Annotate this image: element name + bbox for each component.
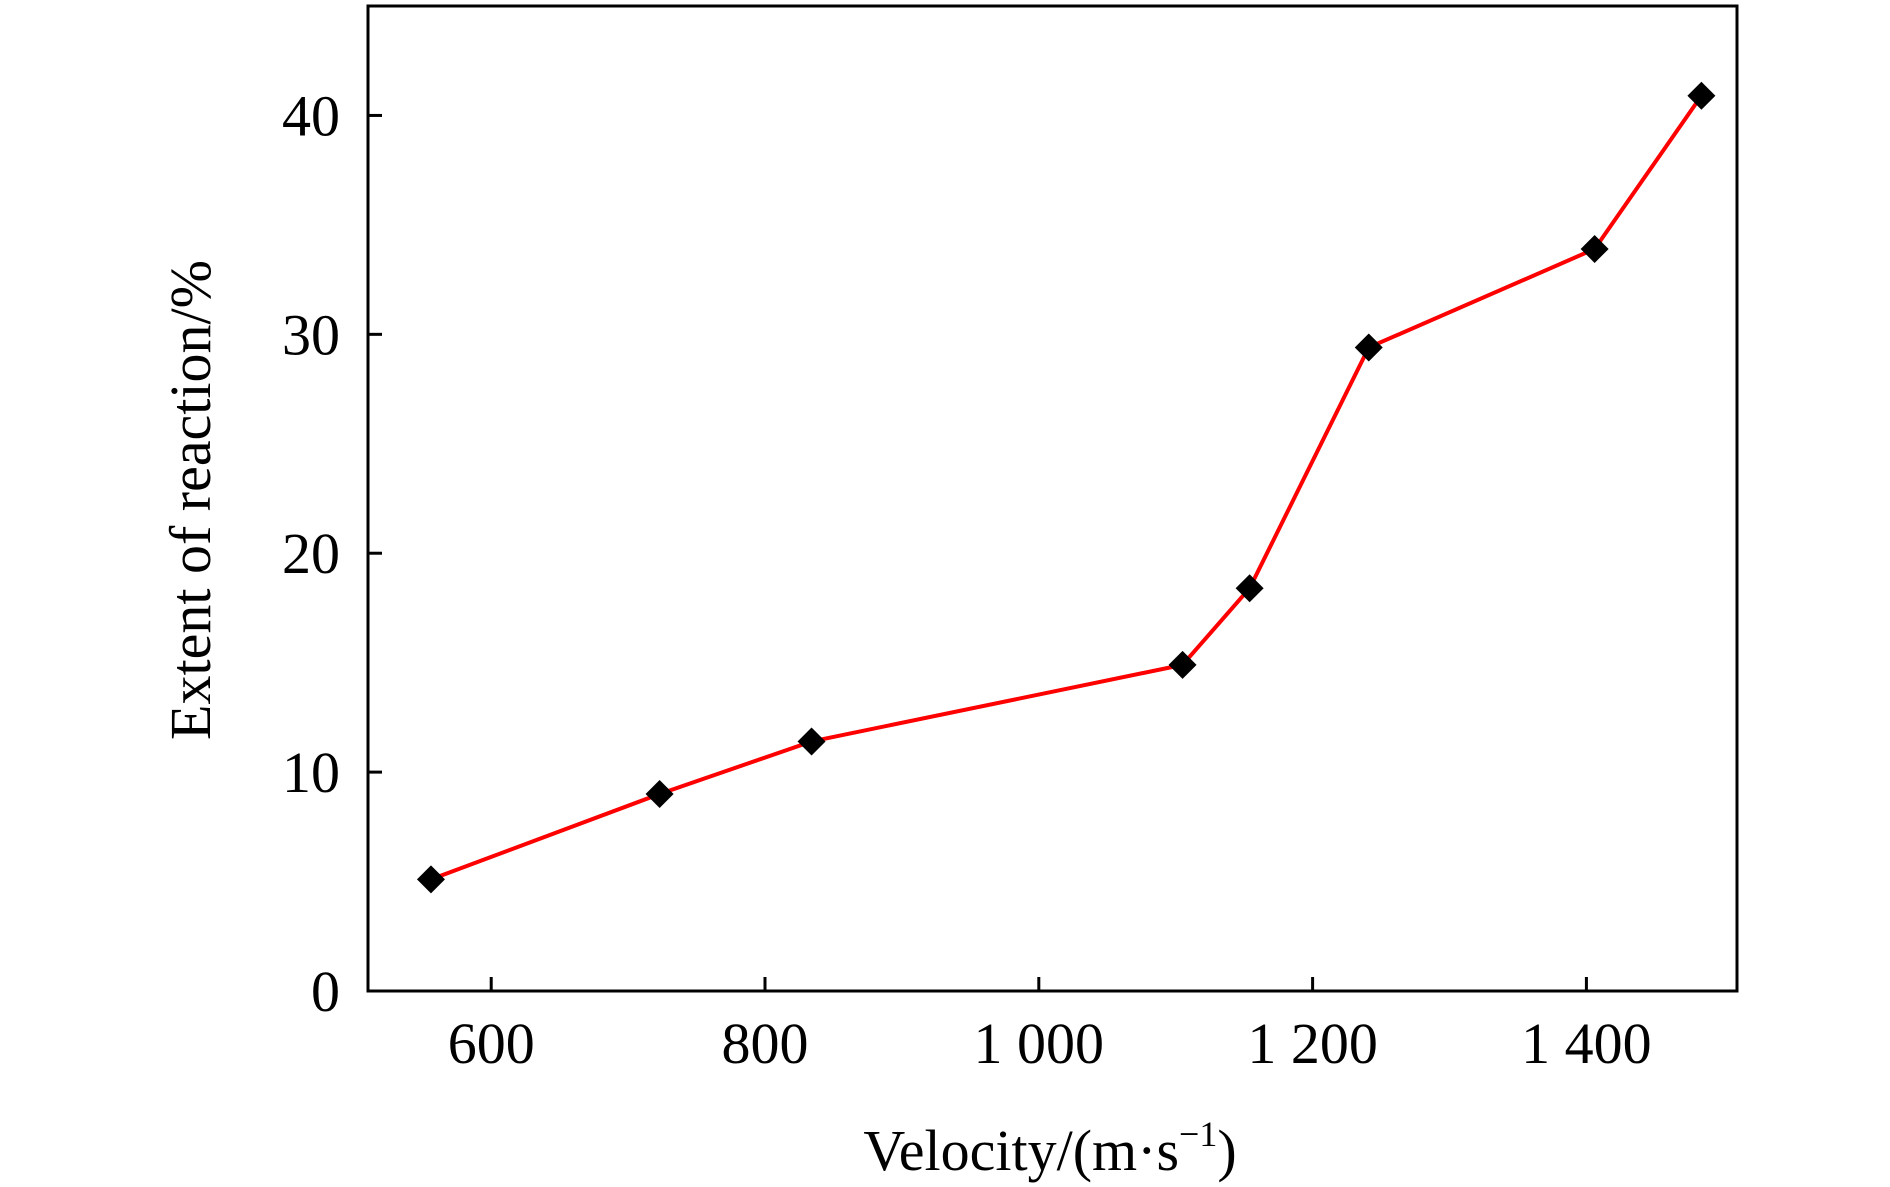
data-point-marker (645, 780, 674, 808)
y-tick-label: 0 (311, 959, 340, 1024)
x-tick-label: 1 200 (1247, 1011, 1378, 1076)
plot-area (366, 4, 1739, 993)
y-tick-label: 20 (282, 521, 340, 586)
y-tick-label: 30 (282, 302, 340, 367)
x-tick-label: 1 000 (974, 1011, 1105, 1076)
data-point-marker (1354, 333, 1383, 362)
plot-frame (366, 4, 1739, 993)
data-point-marker (1235, 574, 1264, 603)
y-axis-title: Extent of reaction/% (158, 260, 223, 740)
data-point-marker (1168, 650, 1197, 679)
data-point-marker (797, 727, 826, 756)
x-tick-label: 600 (448, 1011, 535, 1076)
data-point-marker (416, 865, 445, 894)
series-layer (416, 81, 1716, 894)
data-point-marker (1687, 81, 1716, 110)
x-tick-label: 800 (722, 1011, 809, 1076)
series-line (430, 94, 1704, 882)
data-point-marker (1580, 234, 1609, 263)
x-axis-ticks: 600 800 1 000 1 200 1 400 (448, 977, 1652, 1076)
y-tick-label: 40 (282, 83, 340, 148)
y-tick-label: 10 (282, 740, 340, 805)
x-tick-label: 1 400 (1521, 1011, 1652, 1076)
y-axis-ticks: 0 10 20 30 40 (282, 83, 382, 1024)
x-axis-title: Velocity/(m·s−1) (863, 1114, 1236, 1183)
